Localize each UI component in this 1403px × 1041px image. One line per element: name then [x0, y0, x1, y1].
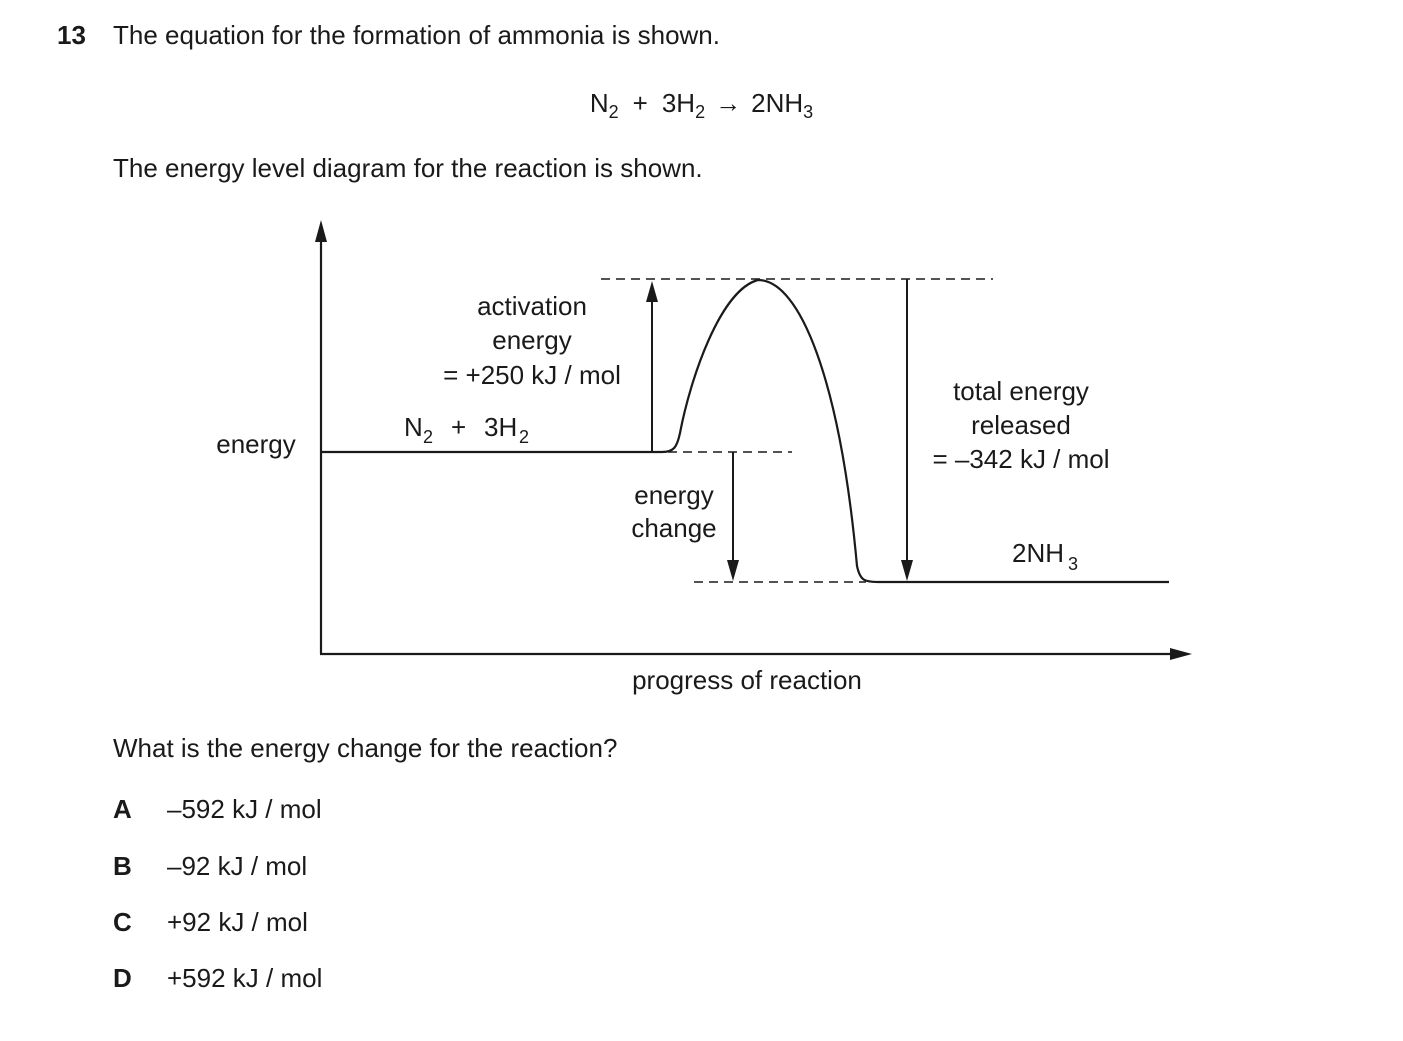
x-axis-label: progress of reaction: [632, 665, 862, 695]
products-label: 2NH 3: [1012, 538, 1078, 574]
equation-reactant-h2: 3H2: [661, 88, 706, 122]
energy-level-diagram: energy progress of reaction activation e…: [216, 220, 1192, 695]
question-number: 13: [57, 20, 86, 50]
option-value: +92 kJ / mol: [167, 907, 308, 937]
svg-text:3: 3: [1068, 554, 1078, 574]
option-value: –92 kJ / mol: [167, 851, 308, 881]
y-axis-arrowhead: [315, 220, 327, 242]
activation-energy-label-line1: activation: [477, 291, 587, 321]
reactants-label: N 2 + 3H 2: [404, 412, 529, 447]
energy-change-label-line1: energy: [634, 480, 714, 510]
total-energy-label-line1: total energy: [953, 376, 1089, 406]
equation-arrow: →: [715, 88, 742, 118]
option-letter: A: [113, 794, 132, 824]
y-axis-label: energy: [216, 429, 296, 459]
option-letter: C: [113, 907, 132, 937]
option-a[interactable]: A –592 kJ / mol: [113, 794, 322, 825]
option-letter: D: [113, 963, 132, 993]
equation-plus: +: [632, 88, 648, 118]
x-axis-arrowhead: [1170, 648, 1192, 660]
option-value: +592 kJ / mol: [167, 963, 323, 993]
total-energy-arrowhead: [901, 560, 913, 581]
activation-energy-value: = +250 kJ / mol: [443, 360, 621, 390]
total-energy-label-line2: released: [971, 410, 1071, 440]
svg-text:2NH: 2NH: [1012, 538, 1064, 568]
equation-product: 2NH3: [751, 88, 814, 122]
option-value: –592 kJ / mol: [167, 794, 322, 824]
energy-change-arrowhead: [727, 560, 739, 581]
activation-energy-label-line2: energy: [492, 325, 572, 355]
equation-reactant-n2: N2: [589, 88, 619, 122]
energy-change-label-line2: change: [631, 513, 716, 543]
total-energy-value: = –342 kJ / mol: [932, 444, 1109, 474]
diagram-intro: The energy level diagram for the reactio…: [113, 153, 703, 183]
option-b[interactable]: B –92 kJ / mol: [113, 851, 307, 882]
reaction-profile-curve: [321, 278, 1169, 584]
option-letter: B: [113, 851, 132, 881]
svg-text:3H: 3H: [484, 412, 517, 442]
question-prompt: What is the energy change for the reacti…: [113, 733, 618, 763]
chemical-equation: N2 +3H2 → 2NH3: [0, 88, 1403, 123]
svg-text:N: N: [404, 412, 423, 442]
activation-energy-arrowhead: [646, 281, 658, 302]
option-d[interactable]: D +592 kJ / mol: [113, 963, 322, 994]
svg-text:2: 2: [423, 427, 433, 447]
option-c[interactable]: C +92 kJ / mol: [113, 907, 308, 938]
svg-text:2: 2: [519, 427, 529, 447]
question-intro: The equation for the formation of ammoni…: [113, 20, 720, 50]
svg-text:+: +: [451, 412, 466, 442]
